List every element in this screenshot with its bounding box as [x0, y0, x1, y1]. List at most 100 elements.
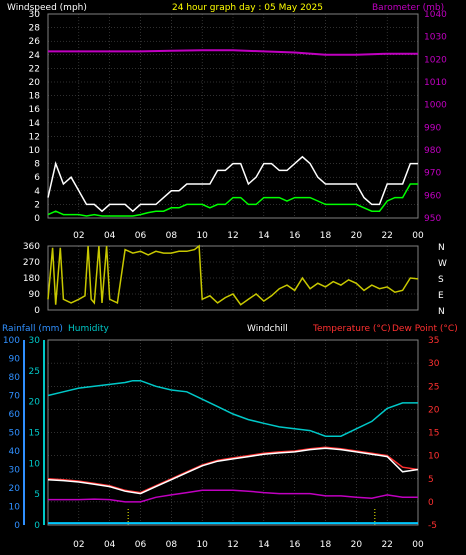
x-tick-label: 06 [135, 540, 147, 550]
x-tick-label: 08 [166, 231, 178, 241]
x-tick-label: 08 [166, 540, 178, 550]
temperature-tick-label: 20 [428, 405, 440, 415]
barometer-series [48, 49, 418, 56]
humidity-tick-label: 50 [9, 429, 21, 439]
wind-tick-label: 0 [34, 214, 40, 224]
x-tick-label: 10 [196, 540, 208, 550]
graph-day-title: 24 hour graph day : 05 May 2025 [172, 3, 323, 13]
compass-label: E [438, 291, 444, 301]
humidity-tick-label: 10 [9, 503, 21, 513]
humidity-tick-label: 40 [9, 447, 21, 457]
humidity-label: Humidity [68, 324, 109, 334]
x-tick-label: 16 [289, 231, 301, 241]
temperature-tick-label: 30 [428, 359, 440, 369]
wind-tick-label: 28 [29, 24, 41, 34]
rain-tick-label: 10 [29, 459, 41, 469]
temperature-humidity-chart: 0 10 20 30 40 50 60 70 80 90 100 0 5 10 15 20 25 30 -5 0 5 10… [3, 336, 440, 550]
x-tick-label: 20 [351, 231, 363, 241]
rain-tick-label: 30 [29, 336, 41, 346]
direction-tick-label: 270 [23, 258, 40, 268]
humidity-tick-label: 70 [9, 392, 21, 402]
direction-tick-label: 0 [34, 306, 40, 316]
temperature-tick-label: 0 [428, 498, 434, 508]
humidity-tick-label: 100 [3, 336, 20, 346]
direction-series [47, 244, 419, 306]
barometer-tick-label: 1000 [424, 101, 447, 111]
plot-frame [47, 13, 419, 219]
humidity-tick-label: 20 [9, 484, 21, 494]
wind-tick-label: 14 [29, 119, 41, 129]
humidity-tick-label: 90 [9, 355, 21, 365]
wind-tick-label: 10 [29, 146, 41, 156]
wind-tick-label: 20 [29, 78, 41, 88]
humidity-tick-label: 30 [9, 466, 21, 476]
compass-label: S [438, 275, 444, 285]
x-tick-label: 12 [227, 231, 238, 241]
plot-frame [47, 339, 419, 526]
barometer-tick-label: 960 [424, 191, 441, 201]
barometer-title: Barometer (mb) [372, 3, 444, 13]
wind-tick-label: 2 [34, 200, 40, 210]
compass-label: N [438, 243, 445, 253]
wind-tick-label: 26 [29, 37, 41, 47]
rain-tick-label: 0 [34, 521, 40, 531]
x-tick-label: 14 [258, 540, 270, 550]
x-tick-label: 14 [258, 231, 270, 241]
windchill-series [47, 447, 419, 495]
wind-tick-label: 12 [29, 132, 40, 142]
wind-barometer-chart: 0246810121416182022242628309509609709809… [29, 10, 448, 241]
rainfall-label: Rainfall (mm) [2, 324, 63, 334]
wind-tick-label: 22 [29, 64, 40, 74]
barometer-tick-label: 970 [424, 169, 441, 179]
x-tick-label: 04 [104, 540, 116, 550]
barometer-tick-label: 1040 [424, 10, 447, 20]
barometer-tick-label: 1010 [424, 78, 447, 88]
x-tick-label: 18 [320, 231, 332, 241]
wind_avg-series [47, 183, 418, 217]
humidity-tick-label: 80 [9, 373, 21, 383]
x-tick-label: 16 [289, 540, 301, 550]
temperature-label: Temperature (°C) [312, 324, 391, 334]
rain-tick-label: 25 [29, 367, 40, 377]
wind-tick-label: 24 [29, 51, 41, 61]
wind-tick-label: 6 [34, 173, 40, 183]
direction-tick-label: 360 [23, 242, 40, 252]
rain-tick-label: 15 [29, 429, 40, 439]
temperature-tick-label: 5 [428, 475, 434, 485]
dewpoint-series [48, 489, 418, 503]
x-tick-label: 12 [227, 540, 238, 550]
humidity-tick-label: 0 [14, 521, 20, 531]
temperature-series [47, 446, 419, 494]
compass-label: W [438, 259, 447, 269]
temperature-tick-label: 25 [428, 382, 439, 392]
barometer-tick-label: 1020 [424, 55, 447, 65]
rain-tick-label: 20 [29, 398, 41, 408]
windspeed-title: Windspeed (mph) [7, 3, 87, 13]
temperature-tick-label: -5 [428, 521, 437, 531]
barometer-tick-label: 980 [424, 146, 441, 156]
x-tick-label: 20 [351, 540, 363, 550]
x-tick-label: 02 [73, 231, 84, 241]
dewpoint-label: Dew Point (°C) [392, 324, 458, 334]
rain-tick-label: 5 [34, 490, 40, 500]
barometer-tick-label: 990 [424, 123, 441, 133]
wind-tick-label: 18 [29, 92, 41, 102]
windchill-label: Windchill [247, 324, 288, 334]
barometer-tick-label: 1030 [424, 33, 447, 43]
x-tick-label: 10 [196, 231, 208, 241]
x-tick-label: 02 [73, 540, 84, 550]
humidity-tick-label: 60 [9, 410, 21, 420]
wind-tick-label: 4 [34, 187, 40, 197]
barometer-tick-label: 950 [424, 214, 441, 224]
direction-tick-label: 90 [29, 290, 41, 300]
wind-tick-label: 16 [29, 105, 41, 115]
x-tick-label: 22 [381, 540, 392, 550]
direction-tick-label: 180 [23, 274, 40, 284]
wind-tick-label: 8 [34, 160, 40, 170]
temperature-tick-label: 35 [428, 336, 439, 346]
x-tick-label: 06 [135, 231, 147, 241]
x-tick-label: 04 [104, 231, 116, 241]
x-tick-label: 00 [412, 231, 424, 241]
